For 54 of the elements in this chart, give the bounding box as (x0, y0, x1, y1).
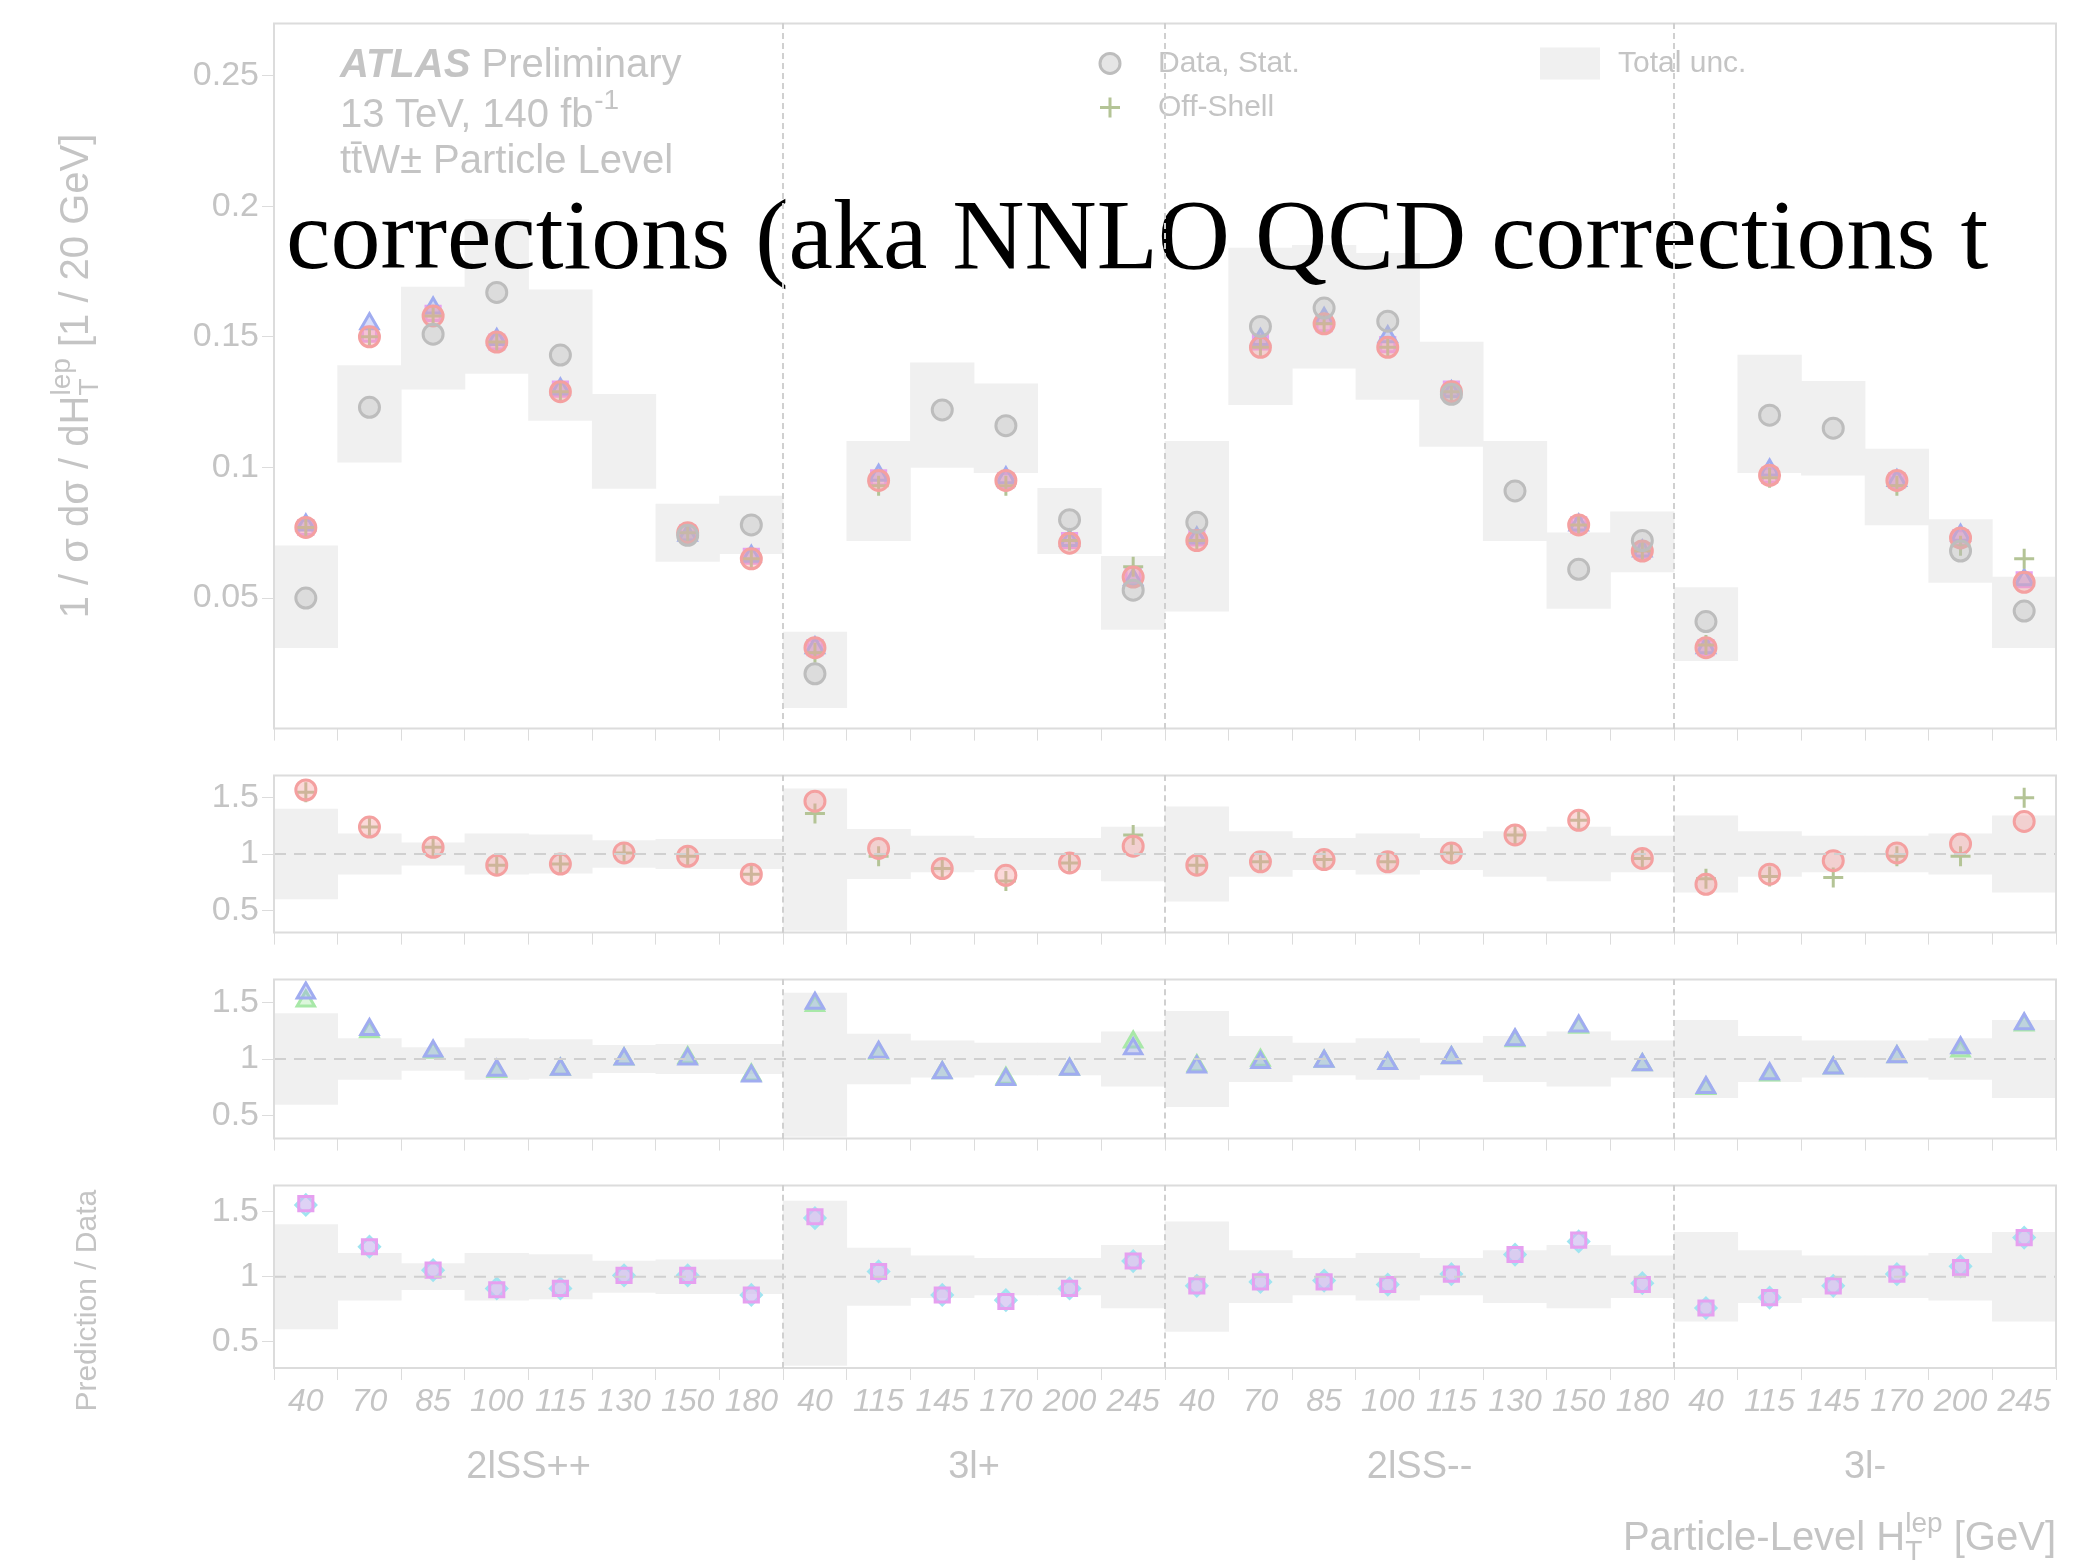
x-tick-label: 150 (660, 1382, 715, 1419)
x-tick-label: 85 (1306, 1382, 1343, 1419)
y-axis-title: Prediction / Data (69, 1189, 102, 1412)
legend-label: Off-Shell (1158, 88, 1275, 122)
x-tick-label: 200 (1041, 1382, 1097, 1419)
x-tick-label: 70 (351, 1382, 388, 1419)
y-tick-label: 1 (240, 1255, 259, 1294)
x-tick-label: 115 (1425, 1382, 1478, 1419)
text: 2lSS++ (466, 1444, 591, 1486)
y-tick-label: 0.2 (211, 184, 259, 223)
y-tick-label: 0.5 (211, 1320, 259, 1359)
x-tick-label: 100 (470, 1382, 524, 1419)
x-tick-label: 70 (1242, 1382, 1279, 1419)
text: 3l- (1843, 1444, 1887, 1486)
y-tick-label: 1 (240, 832, 259, 871)
x-tick-label: 40 (797, 1382, 833, 1419)
x-tick-label: 150 (1551, 1382, 1606, 1419)
y-tick-label: 1 (240, 1037, 259, 1076)
x-tick-label: 40 (288, 1382, 324, 1419)
annotation: tt̄W± Particle Level (340, 137, 674, 182)
text: 2lSS-- (1366, 1444, 1473, 1486)
y-tick-label: 1.5 (211, 1189, 259, 1228)
x-tick-label: 180 (1615, 1382, 1670, 1419)
y-tick-label: 0.05 (192, 576, 259, 615)
x-tick-label: 200 (1932, 1382, 1988, 1419)
x-tick-label: 130 (1488, 1382, 1542, 1419)
text: 3l+ (948, 1444, 1000, 1486)
x-tick-label: 100 (1361, 1382, 1415, 1419)
y-tick-label: 0.15 (192, 315, 259, 354)
x-tick-label: 115 (853, 1382, 905, 1419)
y-axis-title: 1 / σ dσ / dHlepT [1 / 20 GeV] (45, 133, 104, 619)
x-tick-label: 40 (1179, 1382, 1215, 1419)
y-tick-label: 0.5 (211, 888, 259, 927)
legend-label: Total unc. (1618, 44, 1747, 78)
x-tick-label: 115 (1744, 1382, 1796, 1419)
x-tick-label: 130 (597, 1382, 651, 1419)
y-tick-label: 1.5 (211, 980, 259, 1019)
x-tick-label: 145 (915, 1382, 970, 1419)
x-tick-label: 85 (415, 1382, 452, 1419)
y-tick-label: 0.1 (211, 445, 259, 484)
x-tick-label: 170 (1870, 1382, 1924, 1419)
x-tick-label: 115 (534, 1382, 587, 1419)
y-tick-label: 1.5 (211, 776, 259, 815)
y-tick-label: 0.5 (211, 1094, 259, 1133)
legend-label: Data, Stat. (1158, 44, 1300, 78)
x-tick-label: 170 (979, 1382, 1033, 1419)
x-tick-label: 40 (1688, 1382, 1724, 1419)
x-tick-label: 245 (1105, 1382, 1161, 1419)
annotation: corrections (aka NNLO QCD corrections t (286, 179, 1989, 291)
x-tick-label: 145 (1806, 1382, 1861, 1419)
text: ATLAS Preliminary (339, 41, 682, 86)
x-tick-label: 245 (1996, 1382, 2052, 1419)
x-tick-label: 180 (724, 1382, 779, 1419)
y-tick-label: 0.25 (192, 54, 259, 93)
